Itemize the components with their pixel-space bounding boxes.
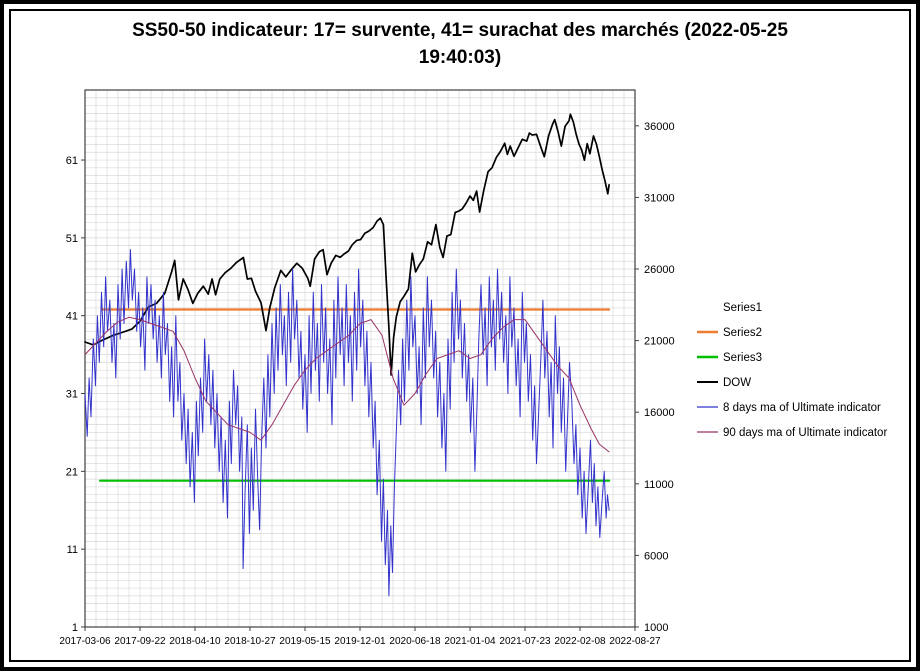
y-right-tick-label: 31000 — [644, 192, 675, 204]
x-axis-tick-label: 2022-08-27 — [609, 636, 661, 647]
y-right-tick-label: 1000 — [644, 622, 668, 634]
y-right-tick-label: 6000 — [644, 550, 668, 562]
x-axis-tick-label: 2018-04-10 — [169, 636, 221, 647]
gridlines — [84, 89, 636, 628]
y-left-tick-label: 1 — [72, 622, 78, 634]
chart-inner-frame: 2017-03-06 2017-09-22 2018-04-10 2018-10-27… — [9, 9, 911, 662]
legend-label-series3: Series3 — [723, 352, 762, 364]
y-left-tick-label: 11 — [67, 544, 78, 556]
chart-title-line2: 19:40:03) — [418, 47, 502, 68]
x-axis-tick-label: 2017-09-22 — [114, 636, 166, 647]
y-left-tick-label: 61 — [66, 155, 78, 167]
series-8-days-ma-of-ultimate-indicator — [84, 249, 610, 597]
legend-label-series1: Series1 — [723, 302, 762, 314]
x-axis-tick-label: 2019-12-01 — [334, 636, 386, 647]
y-right-tick-label: 16000 — [644, 407, 675, 419]
legend-label-dow: DOW — [723, 377, 751, 389]
y-right-tick-label: 21000 — [644, 336, 675, 348]
series-90-days-ma-of-ultimate-indicator — [84, 316, 610, 453]
chart-plot-svg: 2017-03-06 2017-09-22 2018-04-10 2018-10-27… — [59, 89, 887, 647]
legend-label-8-days-ma-of-ultimate-indicator: 8 days ma of Ultimate indicator — [723, 402, 881, 414]
legend-label-90-days-ma-of-ultimate-indicator: 90 days ma of Ultimate indicator — [723, 427, 887, 439]
y-left-tick-label: 51 — [66, 233, 78, 245]
x-axis-tick-label: 2020-06-18 — [389, 636, 441, 647]
x-axis-tick-label: 2019-05-15 — [279, 636, 331, 647]
x-axis-tick-label: 2017-03-06 — [59, 636, 111, 647]
chart-title: SS50-50 indicateur: 17= survente, 41= su… — [11, 17, 909, 71]
x-axis-tick-label: 2022-02-08 — [554, 636, 606, 647]
y-right-tick-label: 36000 — [644, 121, 675, 133]
x-axis-tick-label: 2021-01-04 — [444, 636, 496, 647]
x-axis-tick-label: 2021-07-23 — [499, 636, 551, 647]
series-dow — [84, 113, 610, 376]
x-axis-tick-label: 2018-10-27 — [224, 636, 276, 647]
y-right-tick-label: 11000 — [644, 479, 674, 491]
axis-labels: 2017-03-06 2017-09-22 2018-04-10 2018-10-27… — [59, 121, 674, 647]
y-left-tick-label: 21 — [66, 466, 78, 478]
legend: Series1 Series2 Series3 DOW 8 days ma of Ult… — [697, 302, 887, 439]
chart-title-line1: SS50-50 indicateur: 17= survente, 41= su… — [132, 20, 788, 41]
y-right-tick-label: 26000 — [644, 264, 675, 276]
y-left-tick-label: 31 — [66, 389, 78, 401]
y-left-tick-label: 41 — [66, 311, 78, 323]
legend-label-series2: Series2 — [723, 327, 762, 339]
